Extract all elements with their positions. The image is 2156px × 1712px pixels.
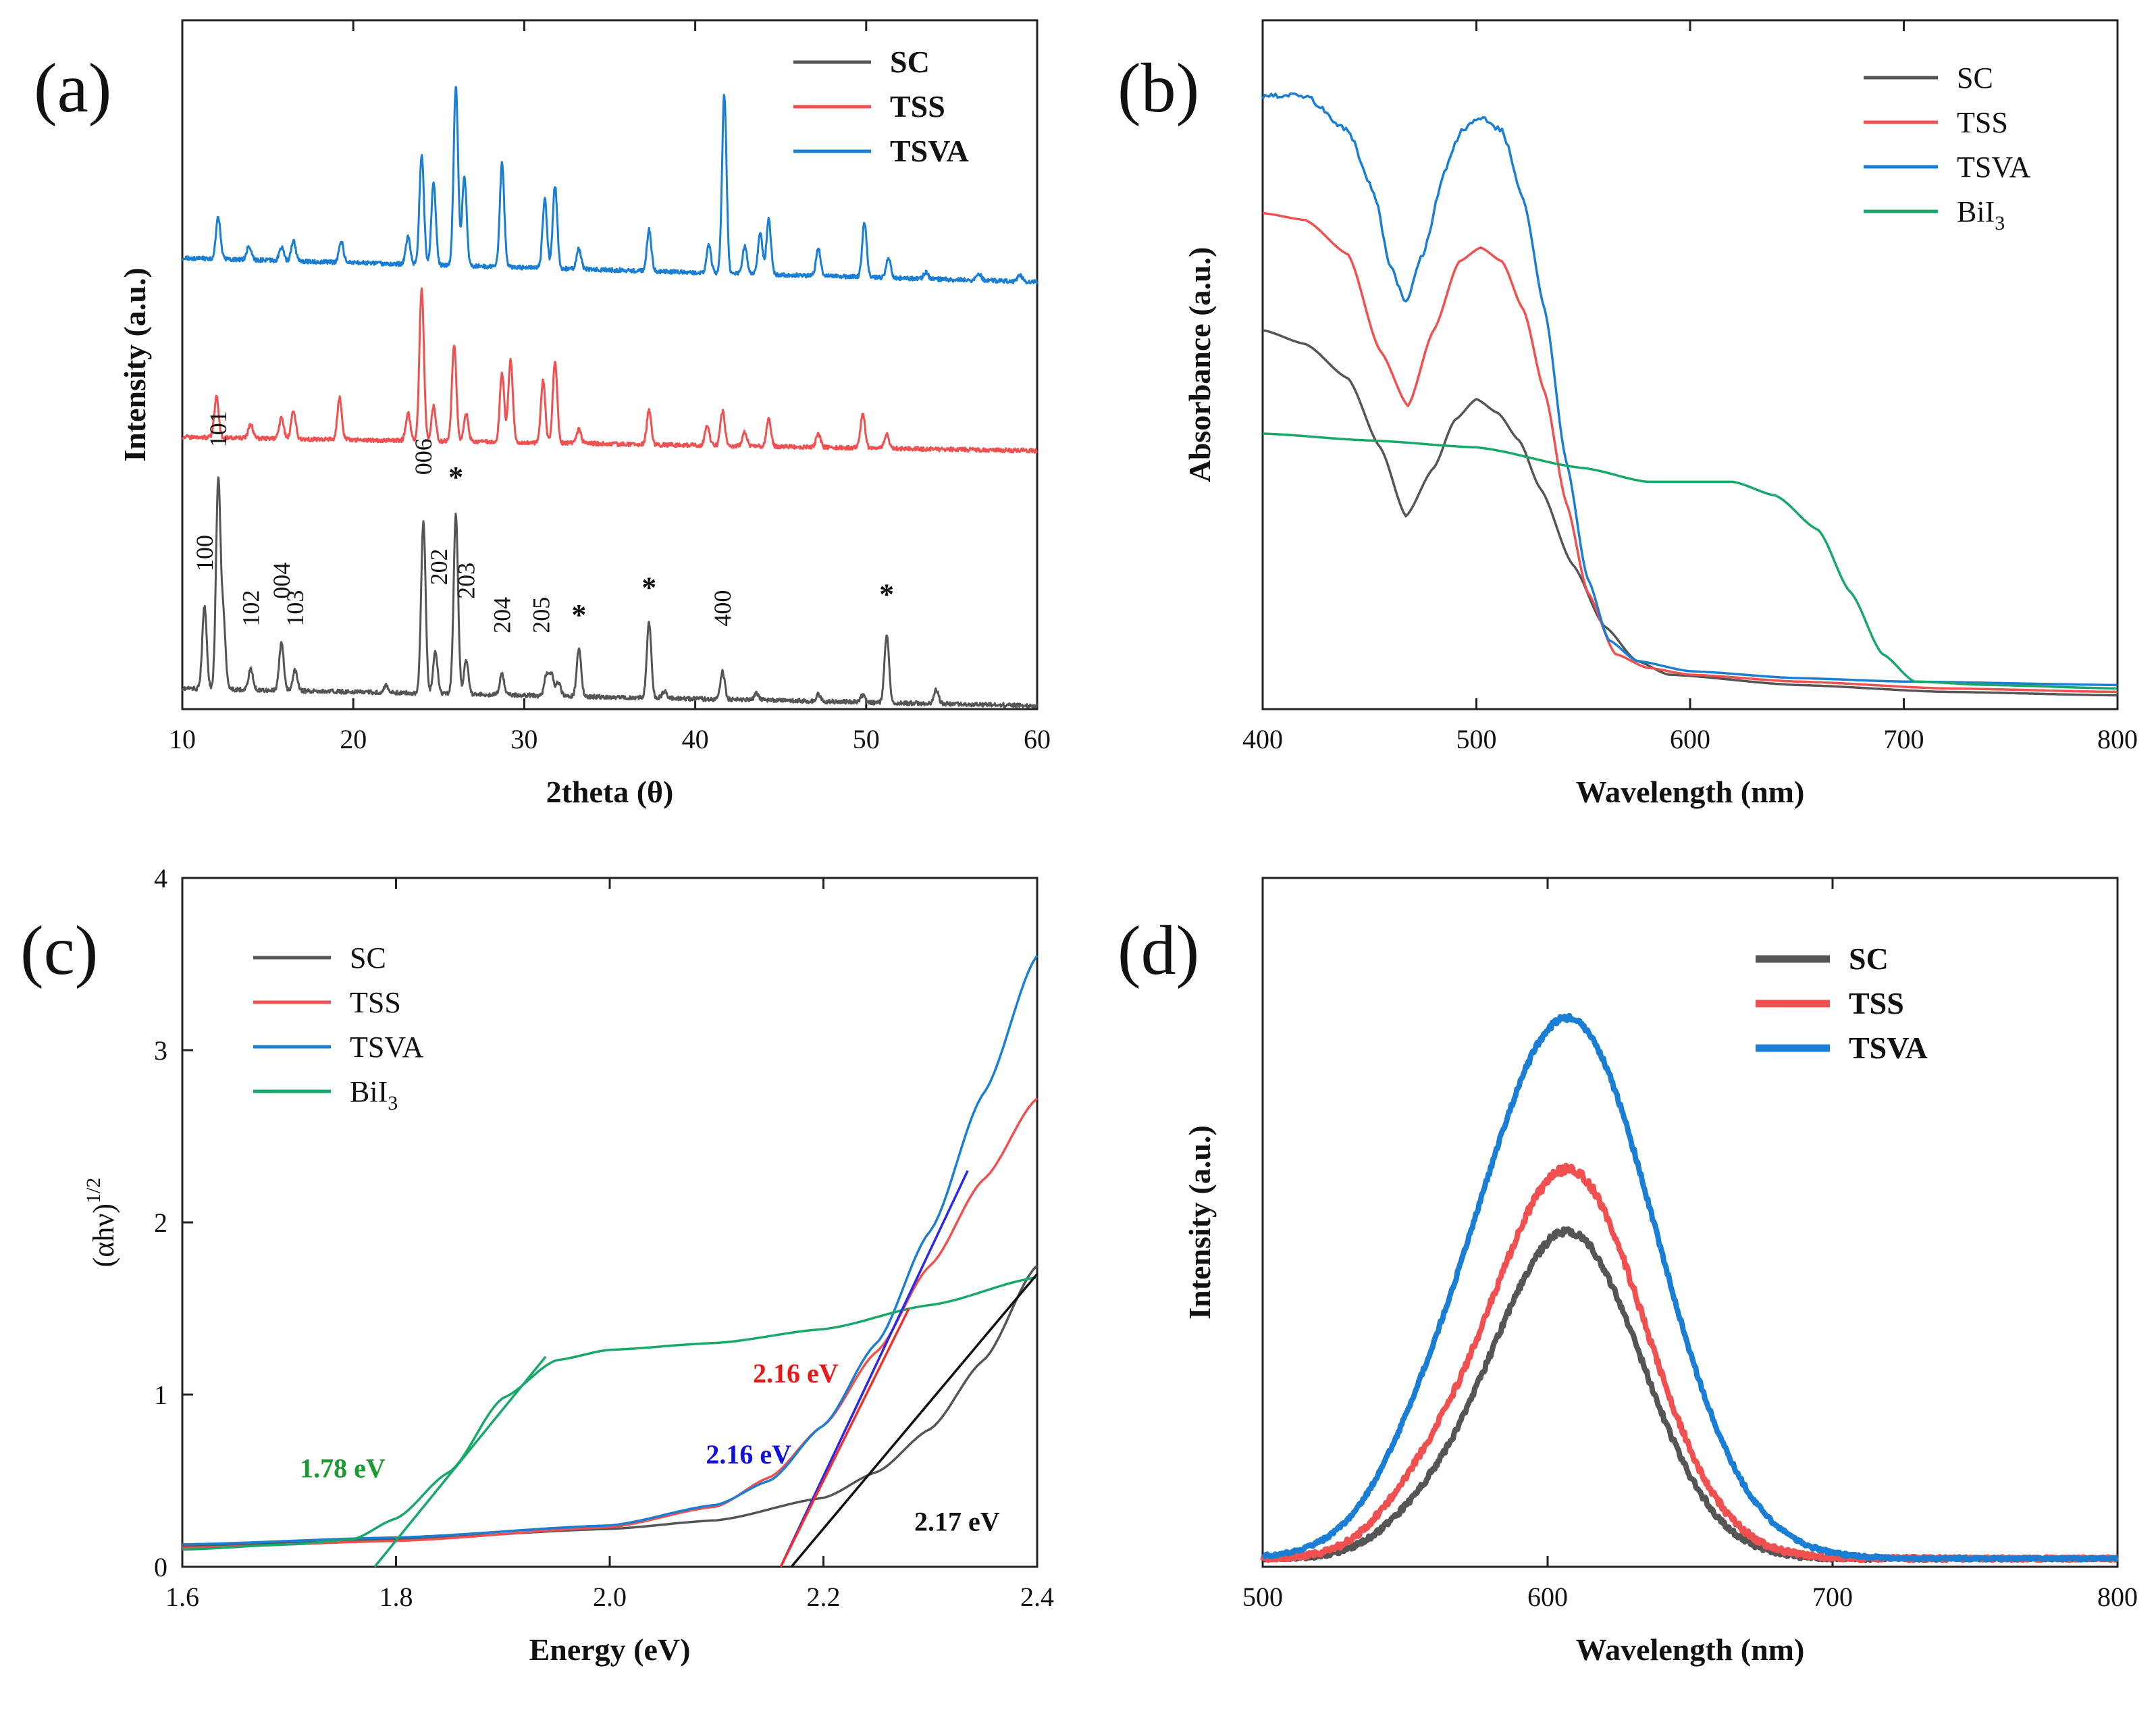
peak-index-label: 103 xyxy=(282,590,309,627)
plot-frame xyxy=(181,19,1038,710)
x-tick-label: 30 xyxy=(510,724,537,754)
x-tick-label: 1.8 xyxy=(379,1582,413,1612)
series-tss-line xyxy=(1262,211,2118,694)
legend-label-sc: SC xyxy=(1849,941,1889,976)
x-tick-label: 20 xyxy=(340,724,367,754)
peak-index-label: 400 xyxy=(709,590,736,627)
series-sc-line xyxy=(1262,329,2118,697)
x-tick-label: 50 xyxy=(853,724,880,754)
x-axis-label: Wavelength (nm) xyxy=(1576,775,1805,809)
x-axis-label: Energy (eV) xyxy=(529,1632,691,1667)
plot-frame xyxy=(1261,877,2119,1568)
peak-index-label: 006 xyxy=(410,438,437,475)
x-tick-label: 2.4 xyxy=(1020,1582,1054,1612)
x-tick-label: 60 xyxy=(1024,724,1051,754)
legend-label-sc: SC xyxy=(350,941,386,975)
peak-index-label: 205 xyxy=(528,597,555,633)
x-tick-label: 800 xyxy=(2097,1582,2138,1612)
x-tick-label: 500 xyxy=(1242,1582,1283,1612)
x-tick-label: 700 xyxy=(1884,724,1924,754)
x-axis-label: 2theta (θ) xyxy=(546,775,674,809)
bandgap-annotation: 2.17 eV xyxy=(914,1506,1000,1536)
panel-d: 500 600 700 800 Wavelength (nm) Intensity (a.… xyxy=(1118,877,2138,1667)
legend-label-bii: BiI3 xyxy=(1957,195,2005,234)
y-tick-label: 2 xyxy=(154,1208,167,1238)
x-tick-label: 400 xyxy=(1242,724,1283,754)
series-tss-line xyxy=(181,287,1038,454)
x-tick-label: 700 xyxy=(1812,1582,1853,1612)
impurity-star-marker: * xyxy=(571,598,586,631)
y-axis-label: (αhν)1/2 xyxy=(82,1178,120,1268)
series-bii3-line xyxy=(182,1276,1038,1551)
y-axis-label-superscript: 1/2 xyxy=(82,1178,105,1203)
tangent-fit-line xyxy=(373,1355,547,1568)
series-sc-line xyxy=(181,476,1038,708)
x-tick-label: 600 xyxy=(1527,1582,1568,1612)
panel-label: (d) xyxy=(1118,912,1199,989)
y-tick-label: 3 xyxy=(154,1035,167,1066)
series-tss-line xyxy=(1260,1162,2120,1563)
legend-label-sc: SC xyxy=(1957,61,1993,95)
bandgap-annotation: 2.16 eV xyxy=(753,1358,839,1389)
panel-c: 1.6 1.8 2.0 2.2 2.4 0 1 2 3 4 Energy (eV) (αhν)1/2 (… xyxy=(20,863,1054,1667)
legend-label-tss: TSS xyxy=(890,89,945,124)
peak-index-label: 100 xyxy=(191,535,218,571)
legend-label-tss: TSS xyxy=(1849,986,1904,1020)
panel-label: (a) xyxy=(34,49,111,127)
legend-label-sc: SC xyxy=(890,45,930,79)
y-axis-label: Absorbance (a.u.) xyxy=(1182,247,1217,483)
legend-label-tss: TSS xyxy=(1957,106,2008,139)
peak-index-label: 102 xyxy=(237,590,264,627)
peak-index-label: 101 xyxy=(205,411,232,447)
y-tick-label: 0 xyxy=(154,1552,167,1582)
tangent-fit-line xyxy=(779,1170,969,1567)
legend-label-subscript: 3 xyxy=(388,1092,398,1114)
x-tick-label: 800 xyxy=(2097,724,2138,754)
y-axis-label: Intensity (a.u.) xyxy=(117,267,152,462)
tangent-fit-line xyxy=(790,1273,1038,1568)
panel-a: 10 20 30 40 50 60 2theta (θ) Intensity (a.u.) (a… xyxy=(34,19,1051,809)
y-axis-label: Intensity (a.u.) xyxy=(1182,1125,1217,1320)
impurity-star-marker: * xyxy=(879,578,894,611)
x-axis-label: Wavelength (nm) xyxy=(1576,1632,1805,1667)
bandgap-annotation: 2.16 eV xyxy=(706,1439,791,1470)
series-tsva-line xyxy=(182,86,1038,285)
y-tick-label: 4 xyxy=(154,863,167,893)
y-tick-label: 1 xyxy=(154,1380,167,1410)
legend-label-tsva: TSVA xyxy=(350,1031,423,1064)
x-tick-label: 2.0 xyxy=(593,1582,627,1612)
panel-label: (c) xyxy=(20,912,98,989)
x-tick-label: 1.6 xyxy=(165,1582,199,1612)
impurity-star-marker: * xyxy=(448,461,463,494)
panel-b: 400 500 600 700 800 Wavelength (nm) Absorbance… xyxy=(1118,19,2138,809)
panel-label: (b) xyxy=(1118,49,1199,127)
x-tick-label: 40 xyxy=(682,724,709,754)
tangent-fit-line xyxy=(779,1307,910,1567)
series-tsva-line xyxy=(182,954,1038,1546)
series-tsva-line xyxy=(1261,1012,2120,1563)
legend-label-tsva: TSVA xyxy=(890,134,969,168)
peak-index-label: 204 xyxy=(488,597,515,633)
peak-index-label: 004 xyxy=(268,563,295,599)
bandgap-annotation: 1.78 eV xyxy=(300,1453,386,1483)
peak-index-label: 203 xyxy=(452,563,479,599)
peak-index-label: 202 xyxy=(425,548,452,585)
x-tick-label: 2.2 xyxy=(807,1582,841,1612)
x-tick-label: 600 xyxy=(1670,724,1710,754)
legend-label-tss: TSS xyxy=(350,986,401,1019)
x-tick-label: 500 xyxy=(1456,724,1497,754)
legend-label-tsva: TSVA xyxy=(1849,1031,1928,1065)
legend-label-bii: BiI3 xyxy=(350,1075,398,1114)
series-sc-line xyxy=(1260,1226,2120,1563)
legend-label-tsva: TSVA xyxy=(1957,151,2030,184)
x-tick-label: 10 xyxy=(169,724,196,754)
impurity-star-marker: * xyxy=(641,571,656,604)
series-bii3-line xyxy=(1262,432,2118,690)
series-tsva-line xyxy=(1261,92,2118,687)
legend-label-subscript: 3 xyxy=(1995,212,2005,234)
